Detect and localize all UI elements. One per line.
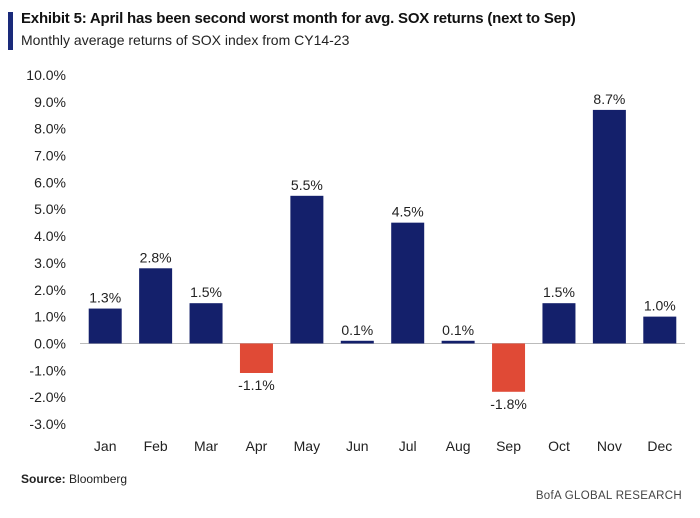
x-tick-label: Apr [246, 438, 268, 454]
data-label: 0.1% [341, 322, 373, 338]
y-tick-label: 10.0% [26, 67, 66, 83]
x-tick-label: Jul [399, 438, 417, 454]
x-tick-label: Sep [496, 438, 521, 454]
data-label: 2.8% [140, 249, 172, 265]
data-label: -1.8% [490, 396, 527, 412]
data-label: 0.1% [442, 322, 474, 338]
chart-subtitle: Monthly average returns of SOX index fro… [21, 32, 350, 48]
x-tick-label: Mar [194, 438, 218, 454]
y-tick-label: 8.0% [34, 121, 66, 137]
x-tick-label: Jan [94, 438, 117, 454]
bar-jan [88, 308, 122, 344]
data-label: 1.5% [190, 284, 222, 300]
bar-aug [441, 340, 475, 344]
data-label: 1.0% [644, 298, 676, 314]
bar-nov [592, 109, 626, 344]
bar-dec [643, 316, 677, 344]
y-tick-label: -3.0% [29, 416, 66, 432]
bar-feb [139, 268, 173, 344]
y-tick-label: 4.0% [34, 228, 66, 244]
y-tick-label: -1.0% [29, 362, 66, 378]
chart-title: Exhibit 5: April has been second worst m… [21, 10, 576, 27]
source-label: Source: [21, 472, 66, 486]
y-tick-label: 2.0% [34, 282, 66, 298]
bar-jul [391, 222, 425, 344]
x-tick-label: Feb [144, 438, 168, 454]
y-tick-label: 7.0% [34, 148, 66, 164]
x-tick-label: Nov [597, 438, 622, 454]
x-tick-label: Aug [446, 438, 471, 454]
y-tick-label: 3.0% [34, 255, 66, 271]
data-label: 5.5% [291, 177, 323, 193]
bar-mar [189, 303, 223, 344]
bar-may [290, 195, 324, 344]
data-label: 4.5% [392, 204, 424, 220]
bar-apr [239, 343, 273, 373]
y-tick-label: -2.0% [29, 389, 66, 405]
bar-sep [492, 343, 526, 392]
data-label: -1.1% [238, 377, 275, 393]
x-tick-label: Jun [346, 438, 369, 454]
y-tick-label: 1.0% [34, 309, 66, 325]
y-tick-label: 0.0% [34, 335, 66, 351]
x-tick-label: Oct [548, 438, 570, 454]
source-note: Source: Bloomberg [21, 472, 127, 486]
y-tick-label: 9.0% [34, 94, 66, 110]
y-tick-label: 5.0% [34, 201, 66, 217]
bar-chart: 10.0% 9.0% 8.0% 7.0% 6.0% 5.0% 4.0% 3.0% 2.0% 1.0… [26, 67, 685, 454]
title-accent-bar [8, 12, 13, 50]
bar-jun [340, 340, 374, 344]
source-value: Bloomberg [69, 472, 128, 486]
data-label: 1.3% [89, 290, 121, 306]
data-label: 1.5% [543, 284, 575, 300]
data-label: 8.7% [593, 91, 625, 107]
brand-label: BofA GLOBAL RESEARCH [535, 490, 682, 502]
y-tick-label: 6.0% [34, 174, 66, 190]
x-tick-label: Dec [647, 438, 672, 454]
x-tick-label: May [294, 438, 320, 454]
bar-oct [542, 303, 576, 344]
